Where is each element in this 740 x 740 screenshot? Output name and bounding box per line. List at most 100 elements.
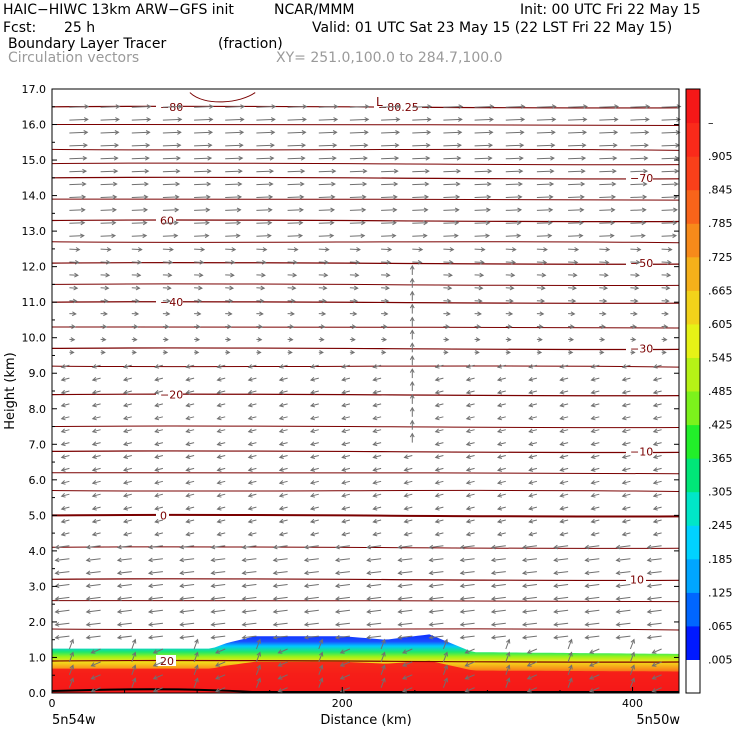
vector-shaft — [123, 390, 132, 394]
vector-arrow — [490, 583, 506, 589]
vector-arrow — [459, 583, 475, 589]
vector-shaft — [536, 157, 554, 160]
vector-shaft — [310, 506, 319, 510]
vector-shaft — [123, 403, 132, 407]
vector-arrow — [528, 467, 538, 472]
vector-head — [166, 298, 172, 304]
vector-arrow — [100, 324, 108, 329]
vector-arrow — [131, 247, 143, 252]
vector-shaft — [69, 183, 86, 186]
vector-shaft — [342, 480, 351, 484]
vector-shaft — [248, 364, 257, 368]
contour-line — [51, 628, 680, 631]
vector-head — [210, 583, 216, 589]
vector-arrow — [621, 389, 631, 395]
vector-arrow — [318, 142, 338, 148]
vector-arrow — [349, 259, 361, 265]
vector-shaft — [568, 131, 587, 134]
vector-arrow — [318, 104, 339, 109]
vector-arrow — [646, 583, 662, 589]
vector-head — [417, 259, 423, 265]
vector-shaft — [491, 622, 506, 626]
vector-arrow — [403, 531, 413, 537]
vector-arrow — [521, 609, 537, 614]
vector-arrow — [568, 130, 588, 135]
vector-head — [236, 220, 242, 226]
vector-arrow — [521, 634, 537, 640]
vector-head — [216, 505, 222, 511]
vector-arrow — [629, 677, 635, 688]
vector-arrow — [474, 207, 491, 213]
vector-shaft — [622, 532, 631, 536]
vector-head — [54, 634, 60, 640]
vector-arrow — [100, 259, 111, 265]
vector-arrow — [91, 402, 101, 408]
vector-arrow — [216, 518, 226, 524]
vector-arrow — [428, 583, 444, 589]
vector-head — [256, 349, 262, 355]
vector-shaft — [217, 493, 226, 497]
vector-shaft — [273, 558, 288, 561]
vector-head — [496, 377, 503, 382]
vector-arrow — [528, 441, 538, 447]
vector-head — [366, 635, 372, 640]
vector-head — [91, 505, 97, 511]
vector-head — [194, 651, 199, 657]
model-title: HAIC−HIWC 13km ARW−GFS init — [3, 2, 234, 18]
vector-head — [553, 583, 559, 589]
vector-arrow — [403, 480, 413, 485]
vector-arrow — [434, 454, 444, 459]
vector-shaft — [661, 261, 671, 263]
vector-arrow — [559, 389, 569, 395]
vector-shaft — [123, 364, 132, 368]
vector-arrow — [409, 380, 415, 391]
vector-head — [395, 117, 401, 122]
vector-head — [621, 518, 627, 524]
vector-arrow — [287, 298, 296, 304]
vector-arrow — [194, 324, 201, 329]
vector-head — [394, 155, 400, 161]
y-tick-label: 5.0 — [29, 509, 47, 522]
vector-shaft — [527, 648, 538, 654]
vector-shaft — [465, 648, 475, 654]
vector-shaft — [217, 532, 226, 536]
vector-head — [322, 285, 328, 291]
vector-shaft — [661, 118, 680, 121]
vector-head — [216, 415, 222, 421]
colorbar-label: .425 — [708, 419, 733, 432]
vector-arrow — [272, 570, 288, 576]
vector-head — [443, 651, 448, 657]
vector-arrow — [409, 432, 415, 443]
vector-arrow — [474, 285, 484, 291]
vector-arrow — [334, 557, 350, 563]
vector-head — [559, 377, 565, 382]
vector-head — [409, 419, 415, 425]
vector-arrow — [465, 402, 475, 408]
vector-arrow — [490, 570, 506, 576]
vector-arrow — [397, 635, 413, 640]
vector-head — [366, 544, 372, 550]
vector-head — [257, 337, 263, 342]
vector-head — [310, 441, 316, 447]
vector-arrow — [615, 622, 631, 627]
vector-head — [54, 609, 60, 614]
x-tick-label: 200 — [332, 697, 353, 710]
vector-shaft — [287, 261, 297, 263]
vector-head — [106, 247, 112, 252]
vector-shaft — [560, 467, 569, 471]
vector-head — [339, 649, 345, 654]
vector-arrow — [318, 677, 324, 688]
vector-arrow — [256, 324, 264, 329]
vector-head — [137, 247, 143, 252]
vector-shaft — [148, 596, 163, 600]
vector-head — [216, 441, 222, 447]
vector-arrow — [349, 117, 370, 122]
vector-arrow — [474, 247, 486, 252]
vector-arrow — [334, 622, 350, 627]
vector-head — [133, 324, 139, 329]
vector-head — [226, 337, 232, 342]
vector-head — [154, 402, 160, 408]
vector-arrow — [652, 402, 662, 408]
vector-arrow — [496, 377, 506, 382]
vector-head — [517, 207, 523, 213]
